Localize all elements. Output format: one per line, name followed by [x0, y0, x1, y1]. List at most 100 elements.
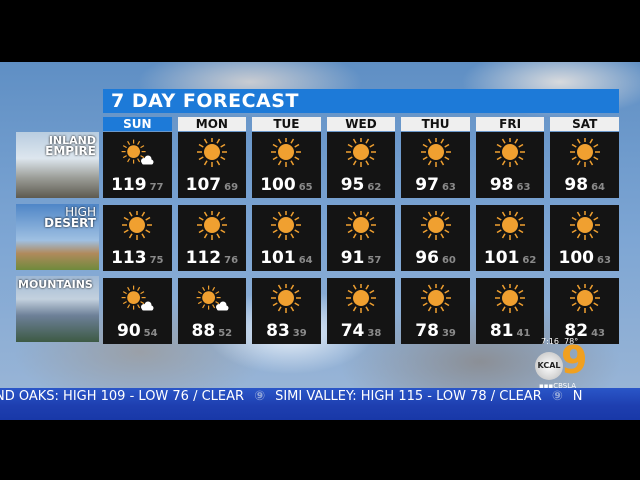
high-temp: 91 — [340, 248, 365, 268]
sun-icon — [567, 210, 603, 241]
social-text: CBSLA — [553, 382, 577, 390]
low-temp: 39 — [292, 328, 307, 339]
sun-icon — [268, 283, 304, 314]
sun-icon — [343, 210, 379, 241]
low-temp: 62 — [367, 182, 382, 193]
sun-icon — [268, 137, 304, 168]
sun-icon — [343, 283, 379, 314]
sun-icon — [343, 137, 379, 168]
forecast-cell: 95 62 — [326, 132, 396, 198]
station-logo: 7:16 78° KCAL 9 ▪▪▪CBSLA — [535, 337, 615, 394]
sun-cloud-icon — [119, 284, 155, 314]
day-header-sun: SUN — [103, 117, 172, 131]
ticker-item: N — [572, 389, 583, 404]
high-temp: 100 — [558, 248, 594, 268]
high-temp: 113 — [111, 248, 147, 268]
high-temp: 95 — [340, 175, 365, 195]
forecast-cell: 101 62 — [475, 205, 545, 271]
forecast-cell: 97 63 — [401, 132, 470, 198]
high-temp: 83 — [266, 321, 290, 341]
forecast-cell: 113 75 — [103, 205, 172, 271]
sun-icon — [119, 210, 155, 241]
channel-number: 9 — [561, 338, 588, 382]
day-header-mon: MON — [177, 117, 247, 131]
social-handle: ▪▪▪CBSLA — [539, 382, 577, 390]
high-temp: 96 — [415, 248, 439, 268]
sun-icon — [492, 283, 528, 314]
low-temp: 57 — [367, 255, 382, 266]
region-high-desert: HIGH DESERT — [16, 204, 99, 270]
page-title: 7 DAY FORECAST — [103, 89, 619, 113]
sun-icon — [194, 137, 230, 168]
forecast-cell: 100 65 — [252, 132, 321, 198]
low-temp: 41 — [516, 328, 531, 339]
low-temp: 38 — [367, 328, 382, 339]
forecast-cell: 81 41 — [475, 278, 545, 344]
sun-cloud-icon — [194, 284, 230, 314]
low-temp: 65 — [298, 182, 313, 193]
low-temp: 63 — [516, 182, 531, 193]
channel-9-icon: ⑨ — [254, 389, 266, 404]
day-header-tue: TUE — [252, 117, 321, 131]
region-inland-empire: INLAND EMPIRE — [16, 132, 99, 198]
high-temp: 88 — [191, 321, 216, 341]
forecast-cell: 98 63 — [475, 132, 545, 198]
high-temp: 97 — [415, 175, 439, 195]
sun-icon — [492, 210, 528, 241]
forecast-cell: 83 39 — [252, 278, 321, 344]
forecast-cell: 119 77 — [103, 132, 172, 198]
ticker-item: ND OAKS: HIGH 109 - LOW 76 / CLEAR — [0, 389, 245, 404]
low-temp: 64 — [298, 255, 313, 266]
forecast-cell: 96 60 — [401, 205, 470, 271]
forecast-cell: 74 38 — [326, 278, 396, 344]
region-label: EMPIRE — [45, 144, 96, 158]
high-temp: 98 — [489, 175, 514, 195]
high-temp: 100 — [260, 175, 296, 195]
low-temp: 63 — [441, 182, 456, 193]
low-temp: 64 — [591, 182, 605, 193]
high-temp: 112 — [185, 248, 222, 268]
sun-icon — [418, 137, 454, 168]
day-header-sat: SAT — [550, 117, 619, 131]
high-temp: 74 — [340, 321, 365, 341]
forecast-cell: 112 76 — [177, 205, 247, 271]
high-temp: 119 — [111, 175, 147, 195]
sun-icon — [492, 137, 528, 168]
low-temp: 77 — [149, 182, 164, 193]
sky-background: 7 DAY FORECAST INLAND EMPIRE HIGH DESERT M… — [0, 62, 640, 420]
low-temp: 63 — [596, 255, 611, 266]
low-temp: 54 — [143, 328, 158, 339]
low-temp: 75 — [149, 255, 164, 266]
sun-icon — [268, 210, 304, 241]
sun-icon — [194, 210, 230, 241]
region-label: DESERT — [44, 216, 96, 230]
low-temp: 43 — [591, 328, 605, 339]
forecast-grid: SUN MON TUE WED THU FRI SAT 119 77 107 69 100 65 95 62… — [103, 117, 619, 344]
high-temp: 78 — [415, 321, 439, 341]
day-header-thu: THU — [401, 117, 470, 131]
low-temp: 52 — [218, 328, 233, 339]
kcal-logo: KCAL — [535, 352, 563, 380]
sun-icon — [418, 210, 454, 241]
region-mountains: MOUNTAINS — [16, 276, 99, 342]
channel-9-icon: ⑨ — [551, 389, 563, 404]
forecast-cell: 88 52 — [177, 278, 247, 344]
low-temp: 39 — [441, 328, 456, 339]
ticker-text: ND OAKS: HIGH 109 - LOW 76 / CLEAR ⑨ SIMI … — [0, 388, 582, 406]
time: 7:16 — [541, 337, 559, 346]
forecast-cell: 100 63 — [550, 205, 619, 271]
news-ticker: ND OAKS: HIGH 109 - LOW 76 / CLEAR ⑨ SIMI … — [0, 388, 640, 420]
high-temp: 90 — [116, 321, 141, 341]
high-temp: 101 — [483, 248, 520, 268]
high-temp: 107 — [185, 175, 222, 195]
forecast-cell: 107 69 — [177, 132, 247, 198]
ticker-item: SIMI VALLEY: HIGH 115 - LOW 78 / CLEAR — [275, 389, 542, 404]
low-temp: 62 — [522, 255, 537, 266]
forecast-cell: 82 43 — [550, 278, 619, 344]
day-header-fri: FRI — [475, 117, 545, 131]
day-header-wed: WED — [326, 117, 396, 131]
low-temp: 60 — [441, 255, 456, 266]
sun-icon — [418, 283, 454, 314]
time-temp: 7:16 78° — [541, 337, 578, 346]
sun-icon — [567, 137, 603, 168]
